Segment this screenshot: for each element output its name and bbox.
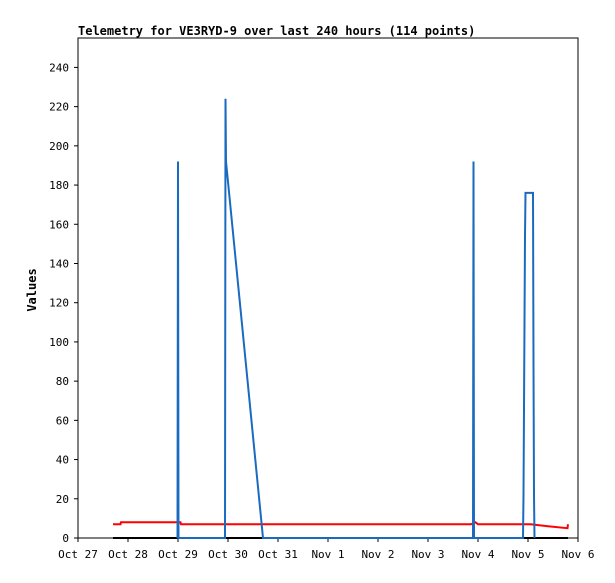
y-tick-label: 200 bbox=[49, 140, 69, 153]
y-tick-label: 180 bbox=[49, 179, 69, 192]
x-tick-label: Oct 29 bbox=[158, 548, 198, 561]
y-axis-label: Values bbox=[25, 268, 39, 311]
x-tick-label: Nov 1 bbox=[311, 548, 344, 561]
series-line-2 bbox=[176, 98, 536, 539]
y-tick-label: 80 bbox=[56, 375, 69, 388]
x-tick-label: Oct 28 bbox=[108, 548, 148, 561]
y-tick-label: 120 bbox=[49, 297, 69, 310]
plot-area bbox=[77, 37, 579, 539]
x-tick-label: Nov 4 bbox=[461, 548, 494, 561]
y-tick-label: 20 bbox=[56, 493, 69, 506]
y-tick-label: 240 bbox=[49, 61, 69, 74]
series-line-1 bbox=[113, 521, 569, 530]
y-axis: 0 20 40 60 80 100 120 140 160 180 200 220 240 bbox=[49, 61, 78, 545]
x-tick-label: Nov 5 bbox=[511, 548, 544, 561]
x-tick-label: Oct 27 bbox=[58, 548, 98, 561]
y-tick-label: 60 bbox=[56, 414, 69, 427]
chart-title: Telemetry for VE3RYD-9 over last 240 hou… bbox=[78, 24, 475, 38]
y-tick-label: 40 bbox=[56, 454, 69, 467]
series-layer bbox=[113, 98, 569, 539]
x-axis: Oct 27 Oct 28 Oct 29 Oct 30 Oct 31 Nov 1 Nov 2… bbox=[58, 538, 595, 561]
y-tick-label: 160 bbox=[49, 218, 69, 231]
x-tick-label: Nov 2 bbox=[361, 548, 394, 561]
y-tick-label: 0 bbox=[62, 532, 69, 545]
x-tick-label: Oct 30 bbox=[208, 548, 248, 561]
x-tick-label: Nov 6 bbox=[561, 548, 594, 561]
x-tick-label: Oct 31 bbox=[258, 548, 298, 561]
y-tick-label: 220 bbox=[49, 101, 69, 114]
y-tick-label: 140 bbox=[49, 257, 69, 270]
x-tick-label: Nov 3 bbox=[411, 548, 444, 561]
y-tick-label: 100 bbox=[49, 336, 69, 349]
